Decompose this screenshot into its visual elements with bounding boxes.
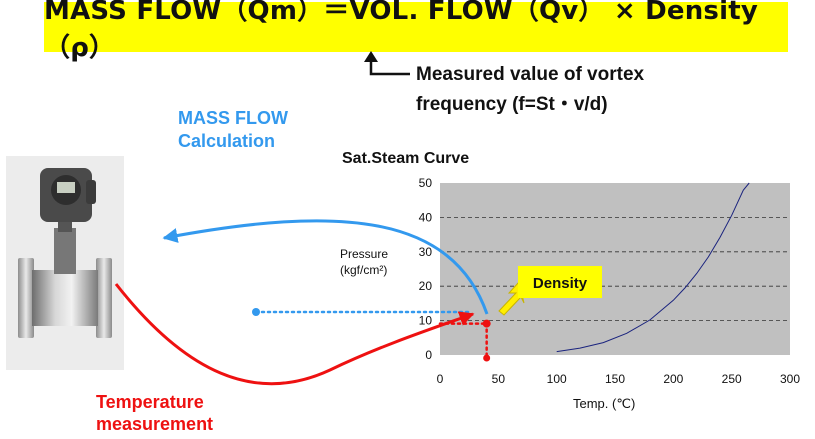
plot-area — [440, 183, 790, 355]
x-tick-label: 150 — [605, 372, 625, 386]
note-arrowhead — [364, 51, 378, 62]
x-tick-label: 50 — [492, 372, 506, 386]
chart-title: Sat.Steam Curve — [342, 150, 470, 167]
density-guide-start — [252, 308, 260, 316]
y-tick-label: 0 — [425, 348, 432, 362]
mass-flow-arrow — [162, 219, 489, 315]
y-tick-label: 50 — [419, 176, 433, 190]
note-line-2: frequency (f=St・v/d) — [416, 94, 608, 115]
density-label-box — [518, 266, 602, 298]
y-tick-label: 40 — [419, 210, 433, 224]
note-connector-line — [369, 58, 410, 76]
temperature-label-line-1: Temperature — [96, 392, 204, 412]
temperature-point — [483, 354, 491, 362]
temperature-label-line-2: measurement — [96, 414, 214, 434]
flowmeter-photo — [6, 156, 124, 370]
mass-flow-label-line-2: Calculation — [178, 131, 276, 151]
y-tick-label: 10 — [419, 314, 433, 328]
grid-lines — [440, 216, 790, 322]
x-tick-label: 200 — [663, 372, 683, 386]
y-axis-label-line-2: (kgf/cm²) — [340, 263, 388, 277]
note-line-1: Measured value of vortex — [416, 64, 645, 85]
formula-text: MASS FLOW（Qm）＝VOL. FLOW（Qv） × Density（ρ） — [44, 0, 758, 63]
density-arrow — [498, 280, 525, 316]
y-tick-label: 30 — [419, 245, 433, 259]
x-tick-label: 0 — [437, 372, 444, 386]
tick-labels: 0 10 20 30 40 50 0 50 100 150 200 250 300 — [419, 176, 801, 386]
density-label: Density — [533, 275, 588, 292]
x-axis-label: Temp. (℃) — [573, 396, 636, 411]
operating-point — [482, 319, 491, 328]
mass-flow-label-line-1: MASS FLOW — [178, 108, 288, 128]
y-tick-label: 20 — [419, 279, 433, 293]
x-tick-label: 250 — [722, 372, 742, 386]
x-tick-label: 100 — [547, 372, 567, 386]
formula-banner: MASS FLOW（Qm）＝VOL. FLOW（Qv） × Density（ρ） — [44, 0, 788, 63]
saturated-steam-curve — [556, 182, 750, 353]
x-tick-label: 300 — [780, 372, 800, 386]
y-axis-label-line-1: Pressure — [340, 247, 389, 261]
temperature-arrow — [114, 283, 475, 386]
